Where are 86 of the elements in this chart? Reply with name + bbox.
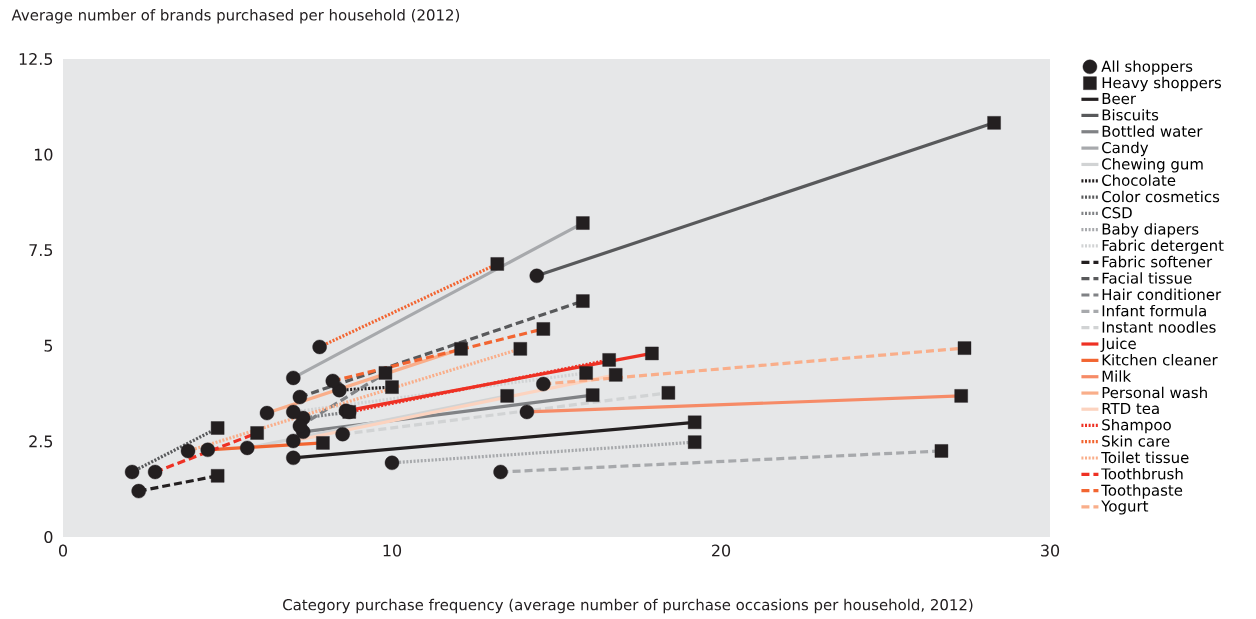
point [536, 376, 551, 392]
point [210, 469, 225, 483]
legend-label: Fabric softener [1102, 255, 1213, 268]
legend-label: Color cosmetics [1102, 190, 1220, 203]
point [934, 444, 949, 458]
legend-label: Infant formula [1102, 304, 1206, 317]
point [384, 455, 400, 471]
legend-label: Personal wash [1102, 386, 1207, 399]
point [286, 370, 301, 386]
point [519, 404, 535, 420]
point [602, 353, 616, 367]
point [292, 389, 308, 405]
legend-label: Bottled water [1102, 125, 1203, 137]
point [147, 464, 163, 480]
point [576, 216, 590, 230]
x-axis-title: Category purchase frequency (average number of purchase occasions per household, 2012) [283, 598, 973, 614]
legend-label: Shampoo [1102, 418, 1171, 434]
legend-label: Baby diapers [1102, 223, 1199, 238]
y-tick-label: 0 [44, 530, 53, 544]
x-tick-label: 10 [383, 544, 402, 557]
legend-label: Juice [1100, 337, 1136, 352]
point [490, 257, 504, 271]
legend-label: Fabric detergent [1102, 239, 1224, 254]
chart-title: Average number of brands purchased per household (2012) [11, 9, 460, 24]
legend-label: Toothbrush [1101, 467, 1183, 480]
point [378, 366, 393, 380]
point [250, 426, 264, 440]
legend-label: Heavy shoppers [1102, 76, 1222, 92]
legend-label: Skin care [1102, 435, 1170, 447]
legend-label: Toothpaste [1101, 484, 1183, 499]
point [335, 426, 350, 442]
legend-label: Milk [1102, 370, 1132, 382]
y-tick-label: 7.5 [29, 244, 53, 257]
legend-label: Chewing gum [1102, 158, 1203, 173]
point [529, 268, 544, 284]
legend-label: Yogurt [1101, 500, 1149, 515]
legend-label: All shoppers [1101, 60, 1193, 75]
point [286, 450, 301, 466]
y-tick-label: 2.5 [29, 435, 53, 448]
legend-label: CSD [1102, 207, 1132, 219]
legend-label: Kitchen cleaner [1102, 353, 1218, 366]
point [493, 464, 508, 480]
legend-label: Candy [1102, 141, 1149, 157]
point [536, 322, 551, 336]
point [312, 339, 327, 355]
point [200, 442, 215, 458]
point [210, 421, 225, 435]
point [661, 386, 676, 400]
point [687, 415, 702, 429]
legend-label: Hair conditioner [1102, 288, 1222, 301]
point [957, 341, 972, 355]
legend-label: Toilet tissue [1101, 451, 1189, 464]
point [987, 116, 1001, 130]
legend-label: Beer [1102, 93, 1136, 105]
point [579, 366, 593, 380]
point [954, 389, 968, 403]
point [609, 368, 623, 382]
point [576, 294, 590, 308]
point [259, 405, 275, 421]
legend-label: Chocolate [1102, 174, 1176, 186]
legend-label: Biscuits [1102, 109, 1159, 121]
point [316, 436, 330, 450]
point [325, 373, 340, 389]
point [286, 404, 301, 420]
point [687, 435, 702, 449]
point [292, 418, 308, 434]
point [124, 464, 140, 480]
point [586, 388, 600, 402]
point [500, 389, 514, 403]
x-tick-label: 30 [1041, 544, 1060, 557]
point [385, 380, 399, 394]
x-tick-label: 0 [58, 544, 68, 557]
point [240, 440, 255, 456]
legend-label: Facial tissue [1102, 272, 1192, 284]
point [454, 342, 468, 356]
y-tick-label: 10 [34, 148, 53, 161]
point [645, 346, 659, 361]
legend-label: Instant noodles [1102, 321, 1216, 333]
point [513, 342, 528, 356]
point [286, 433, 301, 449]
x-tick-label: 20 [712, 544, 731, 557]
point [180, 443, 196, 459]
y-tick-label: 5 [44, 339, 53, 352]
legend-label: RTD tea [1102, 403, 1159, 415]
y-tick-label: 12.5 [19, 52, 53, 66]
point [131, 483, 146, 499]
